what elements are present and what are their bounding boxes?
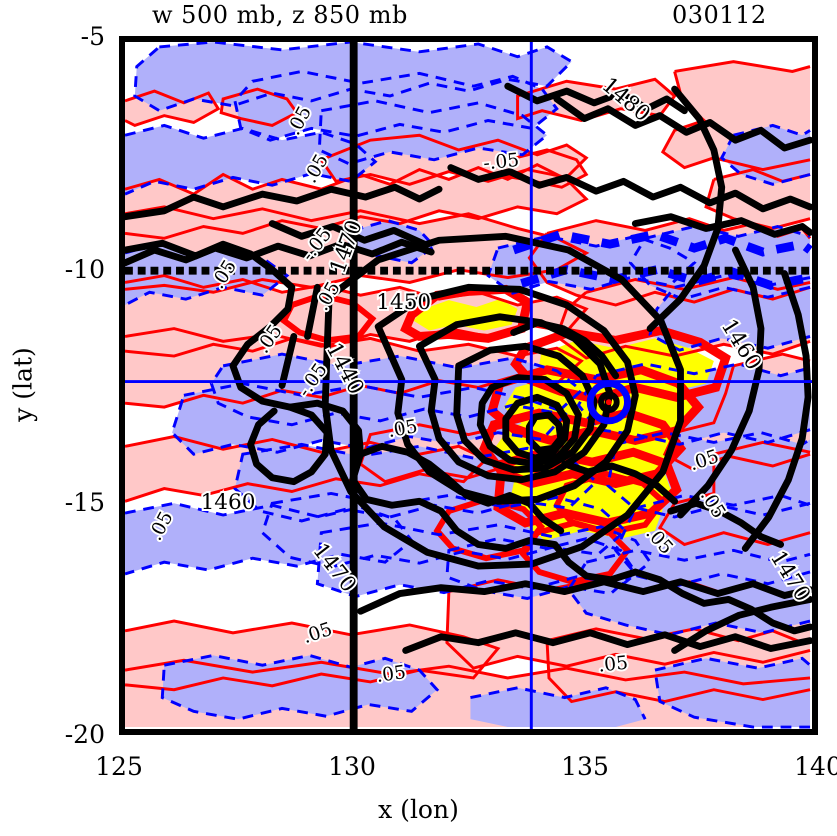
w-label-9: .05: [386, 416, 419, 442]
w-label-8: -.05: [294, 360, 332, 401]
height-label-1460-right: 1460: [716, 315, 766, 375]
height-label-1450: 1450: [376, 290, 431, 315]
w-label-13: .05: [145, 508, 177, 544]
chart-title-left: w 500 mb, z 850 mb: [152, 1, 408, 29]
w-label-12: .05: [641, 523, 676, 559]
w-label-3: -.05: [482, 150, 520, 175]
xtick-label-0: 125: [95, 752, 143, 781]
height-label-1470-bottom: 1470: [308, 539, 362, 598]
w-label-1: .05: [284, 103, 316, 139]
w-label-7: .05: [253, 321, 287, 357]
ytick-label-1: -10: [64, 255, 105, 284]
ytick-label-3: -20: [64, 720, 105, 749]
y-axis-label: y (lat): [8, 347, 38, 422]
ytick-label-2: -15: [64, 488, 105, 517]
height-label-1460-left: 1460: [201, 490, 256, 515]
chart-title-right: 030112: [672, 1, 767, 29]
xtick-label-3: 140: [794, 752, 837, 781]
contour-label-layer: 1480 1470 1450 1440 1460 1460 1470 1470 …: [143, 71, 812, 689]
reference-lines-layer: [125, 42, 812, 729]
contour-canvas: 1480 1470 1450 1440 1460 1460 1470 1470 …: [125, 42, 812, 729]
w-label-6: .05: [312, 278, 345, 314]
height-label-1440: 1440: [321, 339, 369, 399]
w-label-10: .05: [687, 446, 722, 475]
w-label-16: .05: [597, 653, 629, 677]
x-axis-label: x (lon): [378, 795, 459, 824]
geopotential-height-contour-lines: [125, 82, 812, 654]
height-label-1480: 1480: [597, 73, 655, 127]
height-label-1470-bottomright: 1470: [765, 546, 812, 606]
xtick-label-1: 130: [328, 752, 376, 781]
w-label-14: .05: [300, 619, 335, 648]
w-label-5: .05: [208, 257, 242, 293]
ytick-label-0: -5: [80, 22, 105, 51]
height-label-1470-a: 1470: [325, 217, 367, 277]
plot-area[interactable]: 1480 1470 1450 1440 1460 1460 1470 1470 …: [119, 36, 818, 735]
xtick-label-2: 135: [561, 752, 609, 781]
w-label-15: .05: [375, 662, 407, 687]
w-label-2: .05: [300, 151, 333, 187]
w-label-11: .05: [696, 486, 730, 522]
storm-center-marker: [586, 380, 631, 425]
